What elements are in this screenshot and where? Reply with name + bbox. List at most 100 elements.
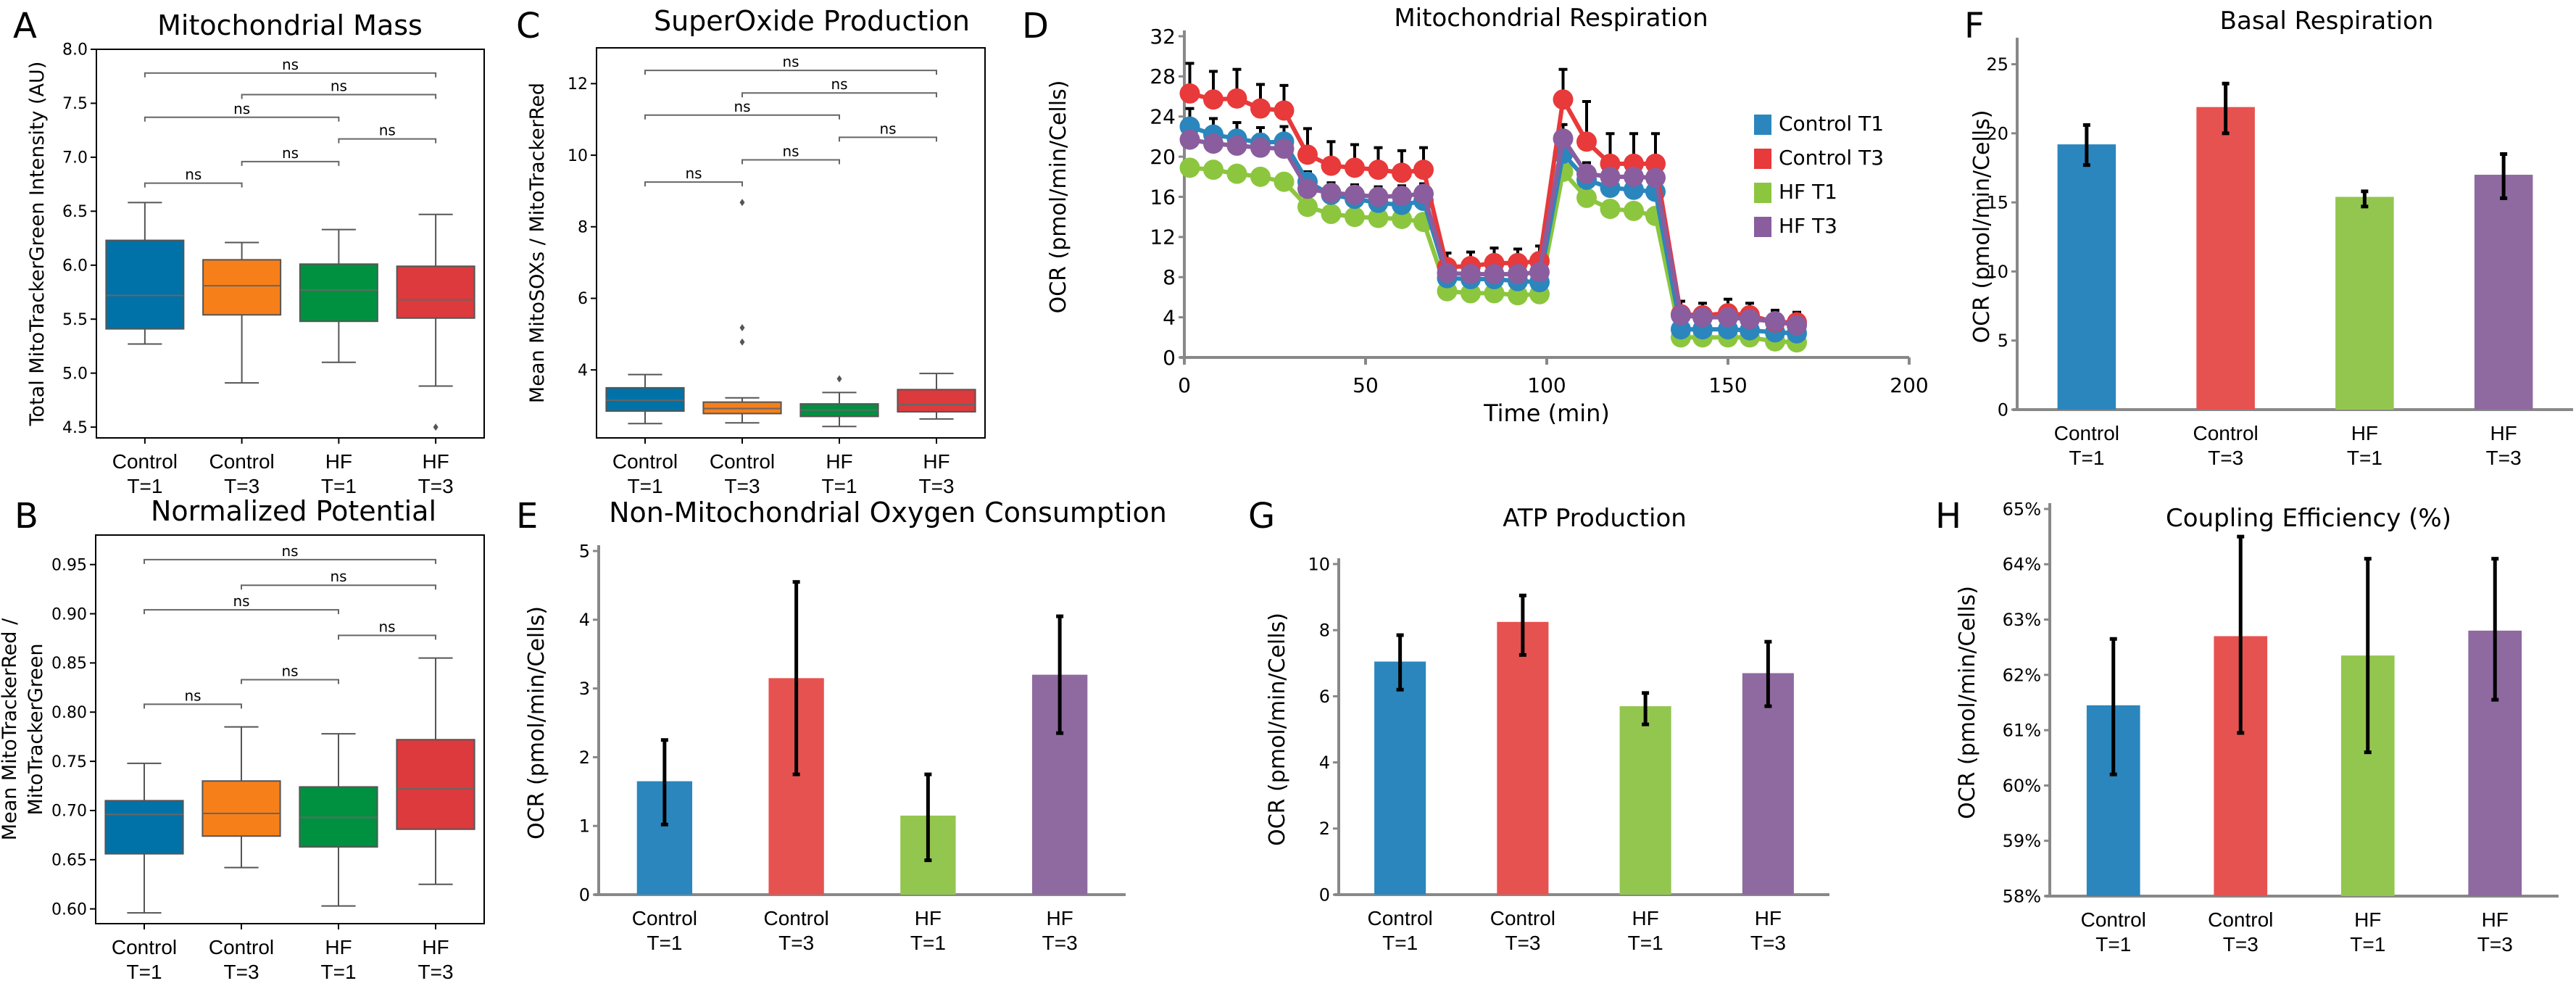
data-point: [1179, 157, 1200, 178]
y-tick-label: 0: [1319, 884, 1330, 905]
plot-frame: [96, 49, 485, 439]
data-point: [1576, 163, 1597, 184]
x-tick-label-line1: HF: [2490, 422, 2517, 444]
y-tick-label: 4: [579, 610, 590, 630]
x-tick-label-line1: HF: [2354, 908, 2381, 931]
data-point: [1368, 186, 1389, 207]
y-axis-label: Mean MitoSOXs / MitoTrackerRed: [526, 83, 549, 403]
bar-1: [2196, 81, 2255, 410]
legend-label: Control T1: [1779, 112, 1884, 136]
chart-title: Normalized Potential: [151, 495, 436, 527]
data-point: [1274, 138, 1295, 160]
x-tick-label-line2: T=1: [320, 961, 356, 983]
bracket-line: [644, 114, 840, 120]
x-tick-label-line1: Control: [1490, 907, 1555, 929]
x-tick-label-line1: HF: [1046, 907, 1073, 929]
significance-label: ns: [782, 53, 799, 70]
y-tick-label: 16: [1150, 185, 1176, 209]
data-point: [1692, 307, 1713, 328]
legend: Control T1 Control T3 HF T1 HF T3: [1754, 112, 1884, 238]
y-tick-label: 6.5: [62, 203, 88, 221]
data-point: [1203, 160, 1223, 181]
data-point: [1671, 319, 1691, 340]
panel-non-mitochondrial-oxygen: E Non-Mitochondrial Oxygen Consumption OC…: [507, 493, 1196, 986]
y-tick-label: 0.65: [51, 851, 87, 869]
box-3: [897, 373, 976, 420]
x-tick-label-line2: T=3: [2208, 447, 2243, 469]
chart-title: Mitochondrial Respiration: [1394, 4, 1708, 33]
data-point: [1274, 100, 1295, 121]
bar: [1619, 706, 1671, 895]
chart-title: SuperOxide Production: [654, 5, 970, 37]
box-0: [605, 373, 685, 425]
bracket-line: [241, 94, 437, 99]
data-point: [1345, 184, 1365, 205]
panel-label: B: [14, 496, 38, 536]
y-tick-label: 20: [1150, 145, 1176, 169]
x-tick-label: HFT=3: [1750, 907, 1786, 954]
significance-label: ns: [184, 687, 201, 704]
chart-title: Mitochondrial Mass: [157, 9, 423, 41]
significance-bracket: ns: [144, 592, 339, 615]
legend-label: HF T3: [1779, 214, 1837, 238]
data-point: [1624, 200, 1644, 221]
x-tick-label-line1: Control: [2208, 908, 2273, 931]
x-tick-label: 0: [1178, 373, 1191, 397]
y-axis-label: Mean MitoTrackerRed /: [0, 618, 21, 840]
x-tick-label-line1: Control: [612, 450, 678, 473]
x-tick-label-line2: T=1: [126, 961, 162, 983]
y-tick-label: 3: [579, 679, 590, 699]
data-point: [1226, 163, 1247, 184]
significance-label: ns: [282, 56, 299, 73]
bar-2: [2340, 557, 2395, 896]
x-axis-label: Time (min): [1483, 399, 1610, 427]
x-tick-label-line2: T=3: [1505, 932, 1540, 954]
box-2: [299, 228, 378, 363]
significance-bracket: ns: [644, 53, 937, 75]
bar-3: [1031, 614, 1088, 895]
x-tick-label-line2: T=1: [321, 475, 357, 497]
x-tick-label: 150: [1708, 373, 1747, 397]
data-point: [1624, 166, 1644, 187]
y-tick-label: 8: [1319, 621, 1330, 641]
data-point: [1297, 144, 1318, 165]
x-tick-label-line1: Control: [2193, 422, 2258, 444]
data-point: [1226, 135, 1247, 156]
x-tick-label-line2: T=3: [724, 475, 760, 497]
data-point: [1600, 199, 1621, 220]
y-tick-label: 4: [1319, 753, 1330, 773]
y-tick-label: 32: [1150, 25, 1176, 49]
y-tick-label: 5: [579, 541, 590, 561]
x-tick-label-line1: HF: [2482, 908, 2509, 931]
data-point: [1179, 129, 1200, 150]
bar: [1374, 661, 1426, 895]
y-tick-label: 63%: [2003, 610, 2041, 630]
bar-3: [1742, 639, 1794, 895]
y-axis-label: MitoTrackerGreen: [25, 643, 47, 815]
data-point: [1226, 88, 1247, 109]
box-0: [105, 202, 185, 345]
x-tick-label-line1: Control: [632, 907, 697, 929]
x-tick-label: HFT=3: [418, 450, 454, 497]
x-tick-label: Control T=3: [1490, 907, 1555, 954]
x-tick-label: HFT=1: [821, 450, 857, 497]
x-tick-label-line2: T=3: [418, 475, 454, 497]
y-tick-label: 0.60: [51, 900, 87, 919]
y-tick-label: 15: [1986, 193, 2008, 213]
x-tick-label-line1: Control: [2081, 908, 2146, 931]
y-tick-label: 10: [568, 147, 588, 165]
significance-bracket: ns: [338, 122, 437, 144]
panel-label: C: [516, 6, 541, 46]
chart-svg: Mitochondrial Respiration OCR (pmol/min/C…: [1046, 4, 1929, 427]
data-point: [1321, 182, 1342, 203]
y-tick-label: 28: [1150, 65, 1176, 88]
data-point: [1461, 283, 1481, 304]
panel-mitochondrial-mass: A Mitochondrial Mass Total MitoTrackerGre…: [0, 0, 507, 497]
